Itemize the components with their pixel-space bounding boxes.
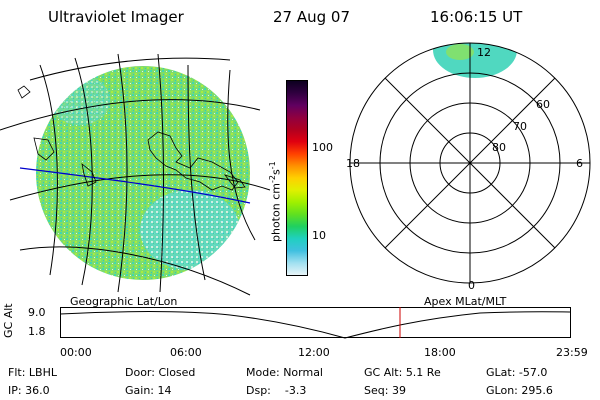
timeline-xtick-1200: 12:00 — [298, 346, 330, 359]
timeline-ytick-low: 1.8 — [28, 325, 46, 338]
colorbar — [286, 80, 308, 276]
info-flt: Flt: LBHL — [8, 366, 57, 379]
timeline-xtick-1800: 18:00 — [424, 346, 456, 359]
info-gain: Gain: 14 — [125, 384, 172, 397]
polar-plot — [349, 42, 591, 284]
timeline-xtick-2359: 23:59 — [556, 346, 588, 359]
timeline-ytick-high: 9.0 — [28, 306, 46, 319]
info-mode: Mode: Normal — [246, 366, 323, 379]
colorbar-tick-10: 10 — [312, 229, 326, 242]
geographic-image — [0, 53, 271, 296]
date-label: 27 Aug 07 — [273, 8, 350, 26]
info-glat: GLat: -57.0 — [486, 366, 548, 379]
instrument-title: Ultraviolet Imager — [48, 8, 184, 26]
info-dsp: Dsp: -3.3 — [246, 384, 307, 397]
mlt-label-6: 6 — [576, 157, 583, 170]
info-glon: GLon: 295.6 — [486, 384, 553, 397]
lat-label-70: 70 — [513, 120, 527, 133]
timeline-axis-label: GC Alt — [2, 303, 15, 338]
info-ip: IP: 36.0 — [8, 384, 50, 397]
time-label: 16:06:15 UT — [430, 8, 523, 26]
timeline-xtick-0600: 06:00 — [170, 346, 202, 359]
mlt-label-0: 0 — [468, 279, 475, 292]
apex-panel-label: Apex MLat/MLT — [424, 295, 507, 308]
lat-label-80: 80 — [492, 141, 506, 154]
altitude-timeline — [60, 307, 572, 339]
geographic-panel-label: Geographic Lat/Lon — [70, 295, 178, 308]
mlt-label-12: 12 — [477, 46, 491, 59]
info-seq: Seq: 39 — [364, 384, 406, 397]
colorbar-tick-100: 100 — [312, 141, 333, 154]
info-door: Door: Closed — [125, 366, 196, 379]
timeline-xtick-0000: 00:00 — [60, 346, 92, 359]
lat-label-60: 60 — [536, 98, 550, 111]
info-gc-alt: GC Alt: 5.1 Re — [364, 366, 441, 379]
mlt-label-18: 18 — [346, 157, 360, 170]
colorbar-unit-label: photon cm-2s-1 — [268, 161, 283, 242]
